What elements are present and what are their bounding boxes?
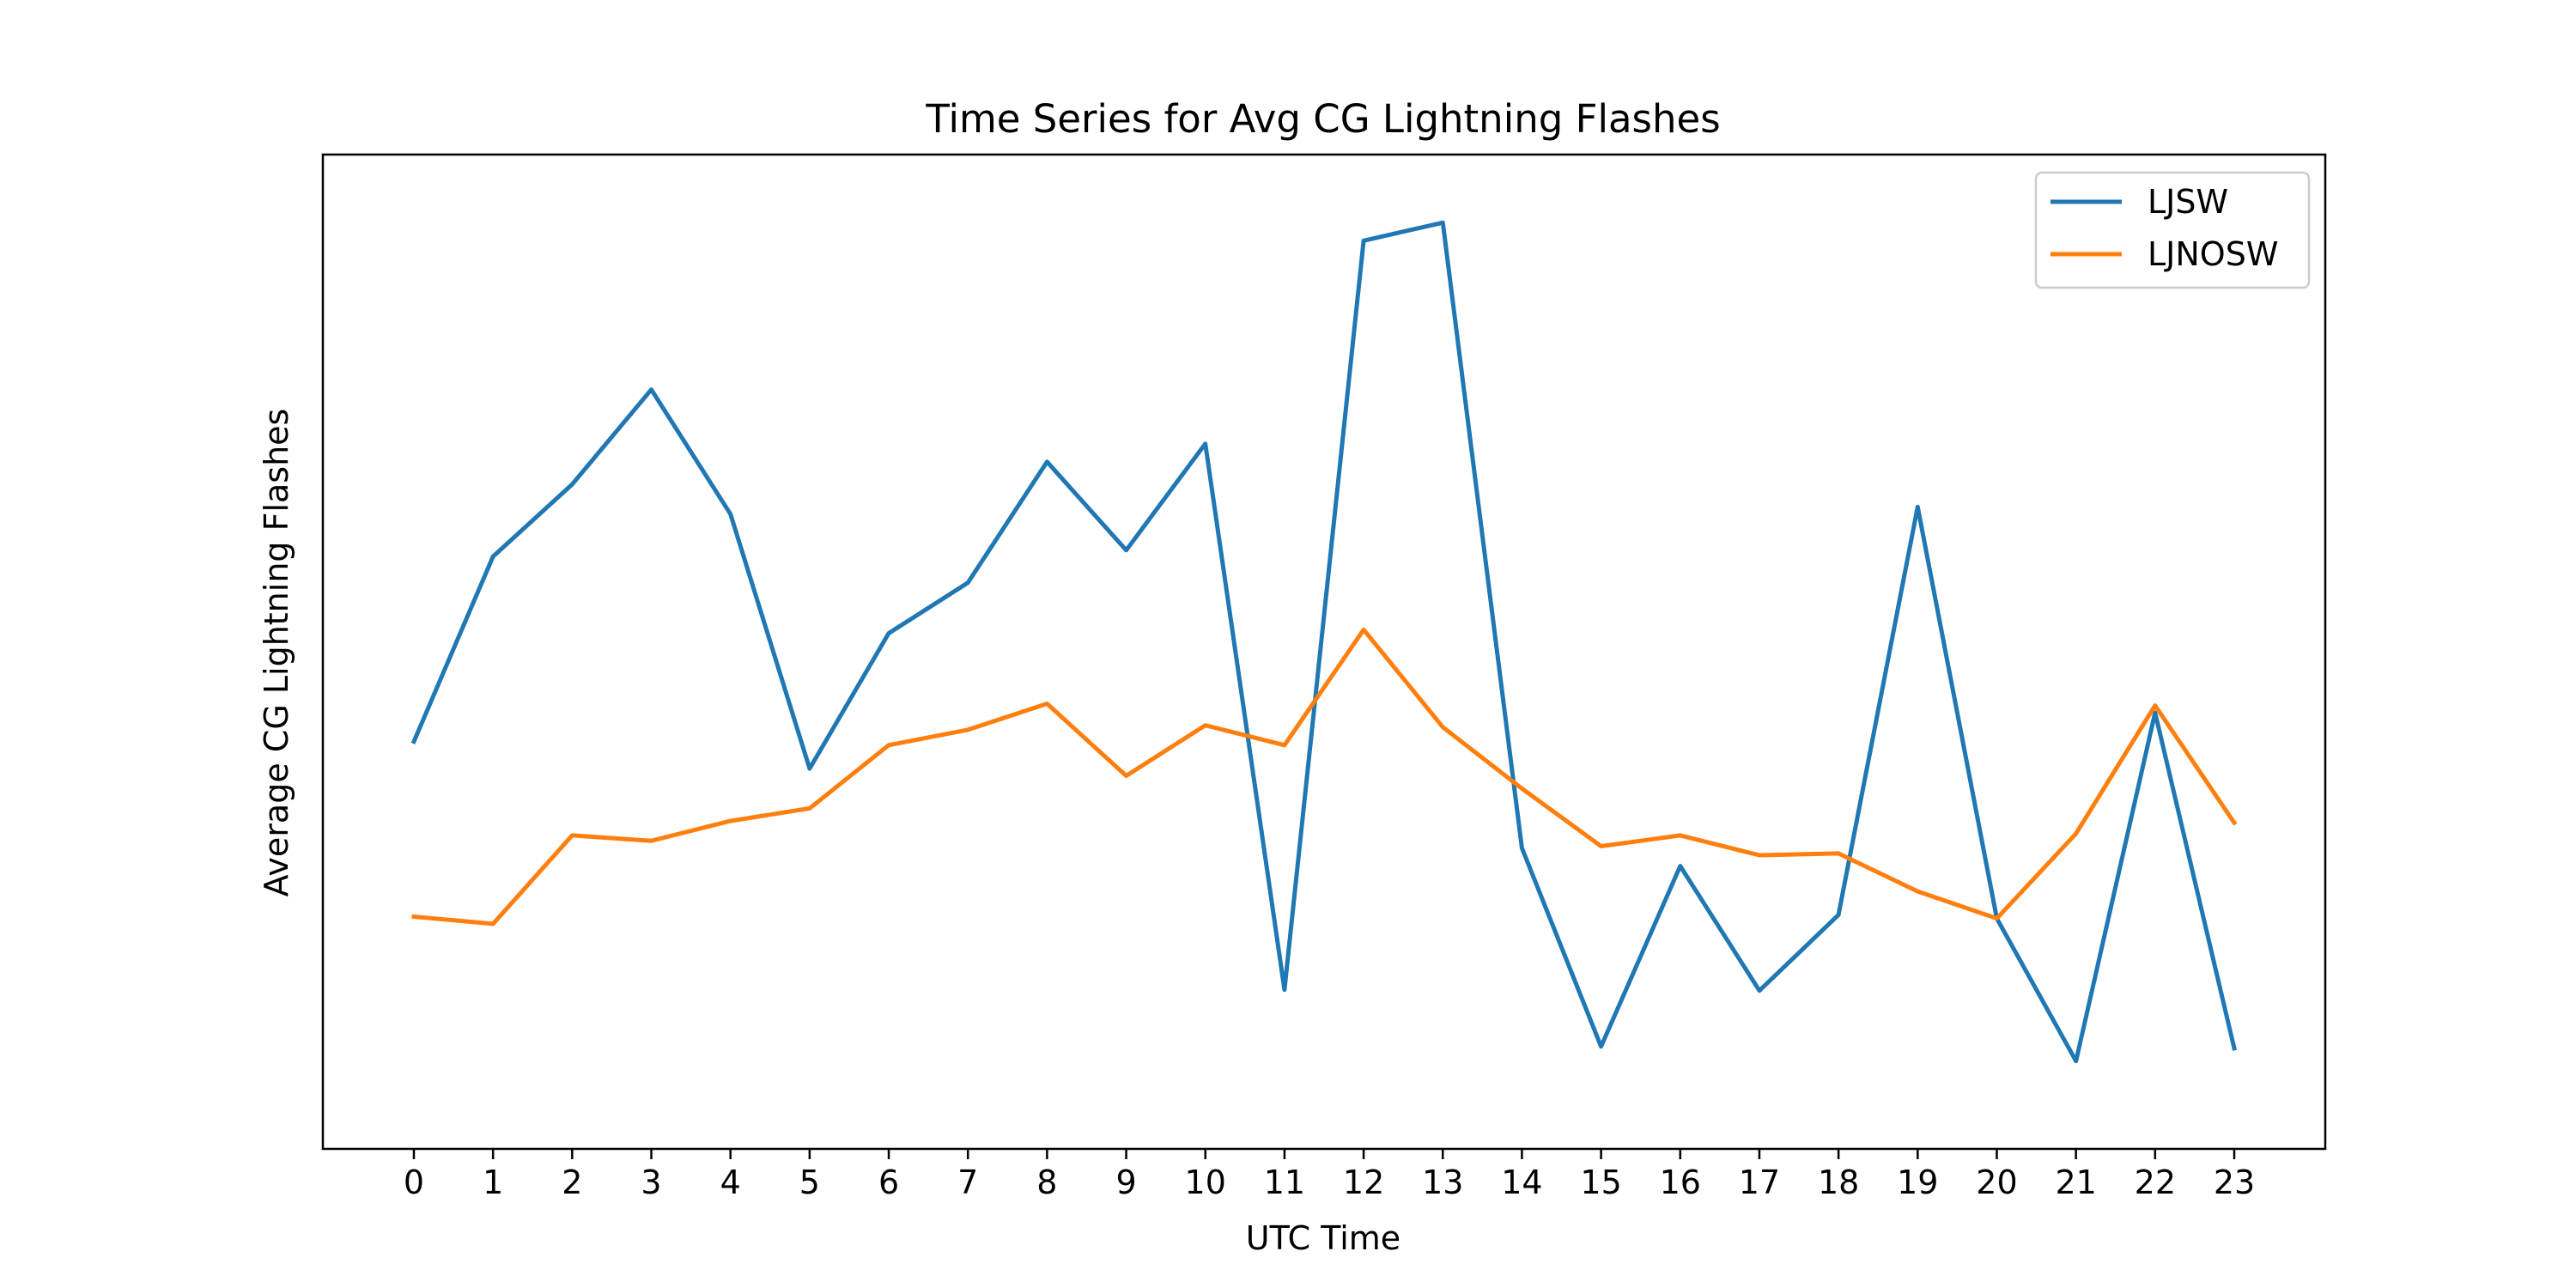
x-ticks: 0 1 2 3 4 5 6 7 8 9 10 11 12 13 14 15 16 17 18 19 20 21 22 23 bbox=[404, 1149, 2255, 1201]
x-tick-label: 10 bbox=[1185, 1163, 1226, 1201]
series-layer bbox=[410, 220, 2238, 1064]
x-tick-label: 23 bbox=[2214, 1163, 2255, 1201]
x-tick-label: 22 bbox=[2135, 1163, 2176, 1201]
x-tick-label: 14 bbox=[1501, 1163, 1542, 1201]
x-tick-label: 9 bbox=[1115, 1163, 1136, 1201]
plot-frame bbox=[321, 153, 2327, 1151]
x-tick-label: 8 bbox=[1036, 1163, 1057, 1201]
x-tick-label: 20 bbox=[1976, 1163, 2017, 1201]
x-tick-label: 18 bbox=[1818, 1163, 1859, 1201]
x-tick-label: 13 bbox=[1422, 1163, 1463, 1201]
legend: LJSW LJNOSW bbox=[2034, 171, 2311, 289]
series-line-ljsw bbox=[410, 220, 2238, 1064]
x-tick-label: 21 bbox=[2055, 1163, 2096, 1201]
x-tick-label: 12 bbox=[1343, 1163, 1384, 1201]
x-tick-label: 7 bbox=[957, 1163, 978, 1201]
x-tick-label: 0 bbox=[404, 1163, 424, 1201]
x-tick-label: 15 bbox=[1580, 1163, 1621, 1201]
series-line-ljnosw bbox=[411, 627, 2238, 927]
legend-label-ljnosw: LJNOSW bbox=[2148, 235, 2278, 273]
x-tick-label: 4 bbox=[720, 1163, 741, 1201]
x-tick-label: 5 bbox=[799, 1163, 820, 1201]
x-tick-label: 6 bbox=[878, 1163, 899, 1201]
x-tick-label: 1 bbox=[483, 1163, 503, 1201]
x-axis-label: UTC Time bbox=[1246, 1219, 1400, 1257]
y-axis-label: Average CG Lightning Flashes bbox=[258, 409, 295, 897]
x-tick-label: 19 bbox=[1897, 1163, 1938, 1201]
x-tick-label: 3 bbox=[641, 1163, 661, 1201]
x-tick-label: 2 bbox=[562, 1163, 582, 1201]
x-tick-label: 16 bbox=[1660, 1163, 1701, 1201]
chart-title: Time Series for Avg CG Lightning Flashes bbox=[925, 96, 1720, 142]
x-tick-label: 17 bbox=[1739, 1163, 1780, 1201]
x-tick-label: 11 bbox=[1264, 1163, 1305, 1201]
legend-label-ljsw: LJSW bbox=[2148, 183, 2228, 221]
